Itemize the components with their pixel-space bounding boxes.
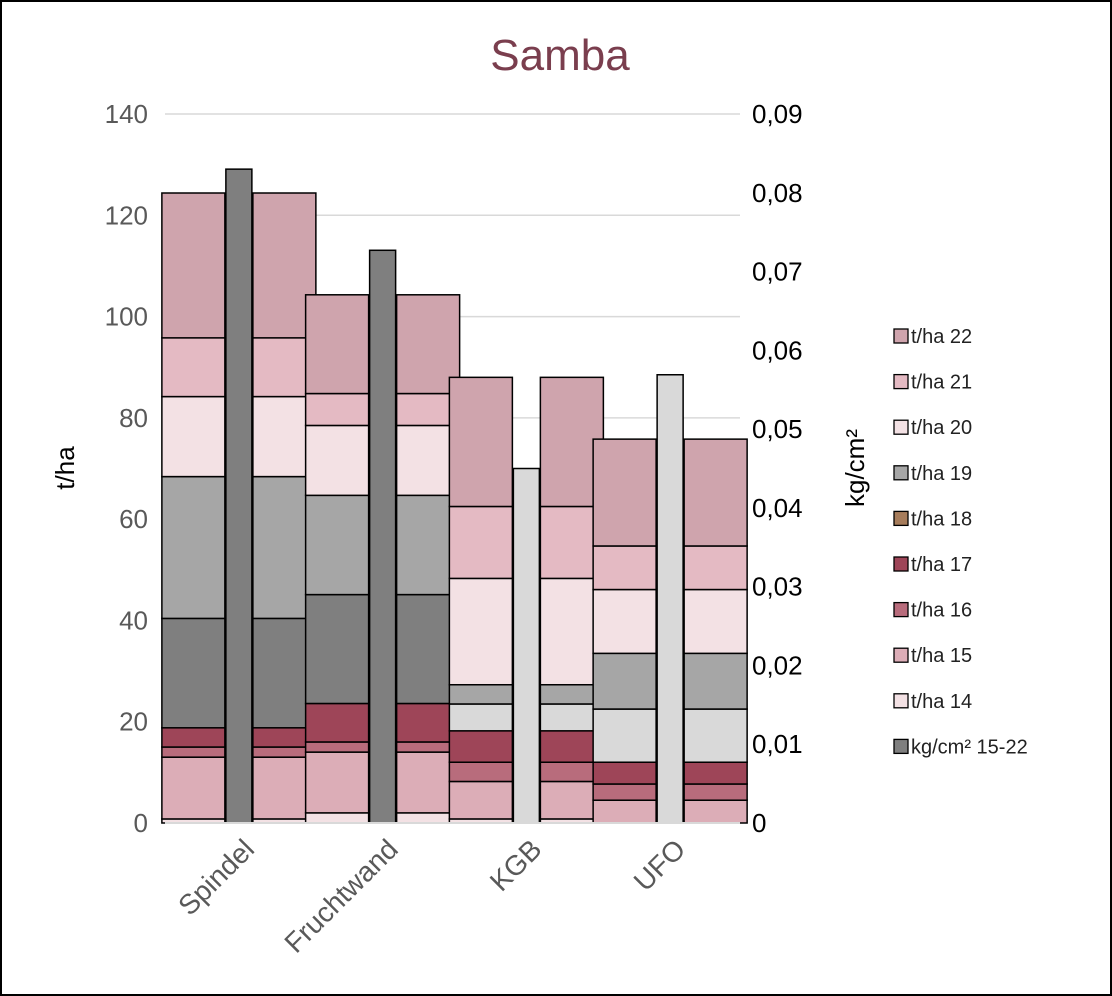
bar-segment-left bbox=[304, 812, 370, 824]
y2-tick-label: 0,09 bbox=[752, 99, 803, 129]
bar-segment-left bbox=[304, 702, 370, 743]
bar-segment-left bbox=[304, 741, 370, 753]
legend-label: t/ha 20 bbox=[911, 417, 972, 439]
legend-swatch bbox=[893, 465, 909, 481]
y2-tick-label: 0,08 bbox=[752, 178, 803, 208]
bar-segment-left bbox=[592, 545, 657, 591]
y-tick-label: 60 bbox=[119, 504, 148, 534]
legend-label: t/ha 17 bbox=[911, 554, 972, 576]
y-tick-label: 140 bbox=[105, 99, 148, 129]
y-tick-label: 0 bbox=[134, 808, 148, 838]
y2-tick-label: 0,01 bbox=[752, 729, 803, 759]
bar-segment-left bbox=[161, 756, 226, 820]
bar-segment-left bbox=[592, 588, 657, 655]
legend-swatch bbox=[893, 647, 909, 663]
bar-segment-left bbox=[448, 683, 514, 705]
legend-label: t/ha 19 bbox=[911, 463, 972, 485]
bar-segment-left bbox=[304, 593, 370, 705]
legend-swatch bbox=[893, 373, 909, 390]
bar-segment-left bbox=[304, 392, 370, 427]
bar-segment-left bbox=[592, 799, 657, 824]
bar-segment-left bbox=[161, 192, 226, 339]
bar-segment-right bbox=[683, 799, 748, 824]
y-tick-label: 20 bbox=[119, 707, 148, 737]
y-tick-label: 120 bbox=[105, 200, 148, 230]
bar-kg-cm2 bbox=[368, 249, 397, 824]
legend-label: kg/cm² 15-22 bbox=[911, 736, 1028, 758]
legend-label: t/ha 18 bbox=[911, 508, 972, 530]
bar-segment-right bbox=[683, 761, 748, 785]
bar-segment-left bbox=[304, 294, 370, 395]
y2-tick-label: 0,06 bbox=[752, 335, 803, 365]
y2-tick-label: 0,04 bbox=[752, 493, 803, 523]
bar-kg-cm2 bbox=[225, 168, 253, 824]
bar-segment-left bbox=[161, 746, 226, 758]
bar-segment-right bbox=[683, 438, 748, 547]
legend-swatch bbox=[893, 693, 909, 709]
bar-segment-left bbox=[161, 617, 226, 729]
bar-segment-left bbox=[592, 783, 657, 801]
bar-segment-left bbox=[304, 424, 370, 497]
legend-swatch bbox=[893, 556, 909, 572]
bar-segment-left bbox=[161, 337, 226, 398]
bar-segment-left bbox=[448, 761, 514, 783]
y2-tick-label: 0,07 bbox=[752, 257, 803, 287]
legend-swatch bbox=[893, 510, 909, 527]
legend-swatch bbox=[893, 738, 909, 755]
bars bbox=[161, 168, 748, 824]
y2-tick-label: 0,03 bbox=[752, 572, 803, 602]
legend-swatch bbox=[893, 328, 909, 344]
bar-segment-left bbox=[448, 376, 514, 508]
bar-segment-left bbox=[161, 727, 226, 748]
bar-segment-left bbox=[448, 577, 514, 686]
bar-segment-left bbox=[161, 395, 226, 478]
y-tick-label: 40 bbox=[119, 605, 148, 635]
y2-tick-label: 0,02 bbox=[752, 650, 803, 680]
bar-segment-left bbox=[448, 505, 514, 580]
bar-segment-right bbox=[683, 588, 748, 655]
y-axis-label: t/ha bbox=[50, 446, 80, 490]
legend-label: t/ha 21 bbox=[911, 372, 972, 394]
legend: t/ha 22 t/ha 21 t/ha 20 t/ha 19 t/ha 18 t/ha … bbox=[893, 326, 1028, 758]
bar-kg-cm2 bbox=[512, 467, 541, 824]
bar-segment-left bbox=[304, 494, 370, 596]
legend-swatch bbox=[893, 601, 909, 618]
bar-segment-left bbox=[161, 475, 226, 620]
bar-segment-left bbox=[448, 703, 514, 732]
bar-segment-left bbox=[592, 652, 657, 710]
bar-segment-right bbox=[683, 708, 748, 763]
y2-tick-label: 0,05 bbox=[752, 414, 803, 444]
bar-segment-left bbox=[448, 730, 514, 763]
bar-segment-right bbox=[683, 652, 748, 710]
y-tick-label: 100 bbox=[105, 302, 148, 332]
bar-segment-left bbox=[592, 761, 657, 785]
bar-segment-left bbox=[448, 780, 514, 820]
legend-label: t/ha 22 bbox=[911, 326, 972, 348]
y2-axis-label: kg/cm² bbox=[840, 429, 870, 507]
bar-segment-right bbox=[683, 545, 748, 591]
bar-kg-cm2 bbox=[656, 374, 684, 824]
bar-segment-left bbox=[592, 708, 657, 763]
legend-label: t/ha 15 bbox=[911, 645, 972, 667]
bar-segment-right bbox=[683, 783, 748, 801]
legend-label: t/ha 14 bbox=[911, 691, 972, 713]
bar-segment-left bbox=[304, 751, 370, 814]
y-tick-label: 80 bbox=[119, 403, 148, 433]
legend-label: t/ha 16 bbox=[911, 600, 972, 622]
legend-swatch bbox=[893, 419, 909, 435]
bar-segment-left bbox=[592, 438, 657, 547]
chart-title: Samba bbox=[490, 31, 630, 80]
y2-tick-label: 0 bbox=[752, 808, 766, 838]
